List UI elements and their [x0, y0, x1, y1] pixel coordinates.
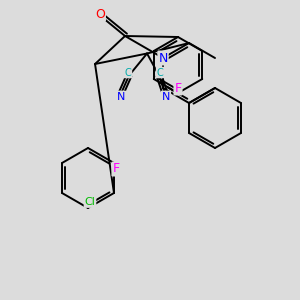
Text: N: N: [158, 52, 168, 64]
Text: O: O: [95, 8, 105, 20]
Text: N: N: [117, 92, 125, 101]
Text: F: F: [112, 163, 119, 176]
Text: N: N: [162, 92, 170, 101]
Text: C: C: [125, 68, 131, 77]
Text: F: F: [174, 82, 182, 94]
Text: Cl: Cl: [85, 197, 95, 207]
Text: C: C: [157, 68, 164, 77]
